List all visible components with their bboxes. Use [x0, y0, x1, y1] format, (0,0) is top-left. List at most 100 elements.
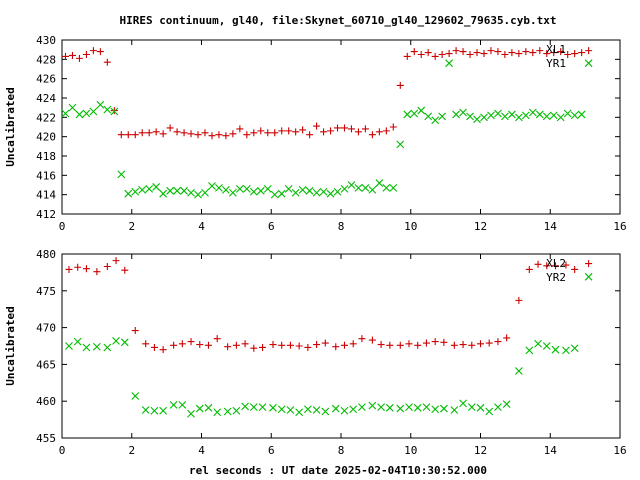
- data-point: [278, 127, 286, 135]
- data-point: [201, 188, 209, 197]
- data-point: [110, 107, 119, 116]
- data-point: [257, 127, 265, 135]
- data-point: [124, 189, 133, 198]
- data-point: [405, 340, 413, 348]
- data-point: [502, 400, 511, 409]
- data-point: [277, 405, 286, 414]
- data-point: [333, 187, 342, 196]
- data-point: [585, 47, 593, 55]
- data-point: [291, 188, 300, 197]
- data-point: [536, 47, 544, 55]
- data-point: [389, 184, 398, 192]
- data-point: [320, 128, 328, 136]
- data-point: [382, 184, 391, 192]
- data-point: [514, 367, 523, 375]
- y-tick-label: 428: [36, 53, 56, 66]
- data-point: [73, 337, 82, 346]
- x-tick-label: 6: [268, 220, 275, 233]
- data-point: [271, 129, 279, 137]
- data-point: [534, 339, 542, 348]
- data-point: [169, 400, 178, 409]
- data-point: [194, 190, 202, 199]
- data-point: [450, 341, 458, 349]
- data-point: [295, 408, 304, 417]
- data-point: [585, 260, 593, 268]
- data-point: [439, 404, 448, 413]
- data-point: [92, 342, 101, 351]
- data-point: [570, 344, 579, 353]
- data-point: [543, 262, 551, 270]
- data-point: [215, 184, 223, 192]
- data-point: [542, 112, 551, 121]
- x-tick-label: 14: [544, 444, 558, 457]
- data-point: [358, 403, 366, 411]
- data-point: [304, 343, 312, 351]
- data-point: [347, 181, 356, 189]
- data-point: [445, 59, 454, 68]
- data-point: [208, 182, 216, 190]
- data-point: [187, 409, 195, 418]
- data-point: [235, 184, 244, 193]
- data-point: [459, 108, 467, 117]
- data-point: [222, 185, 230, 194]
- data-point: [340, 341, 348, 349]
- data-point: [96, 48, 104, 56]
- data-point: [204, 341, 212, 349]
- legend-label: YR1: [546, 57, 566, 70]
- data-point: [396, 140, 405, 149]
- data-point: [269, 341, 277, 349]
- data-point: [249, 187, 258, 196]
- data-point: [578, 49, 586, 57]
- data-point: [361, 184, 370, 192]
- data-point: [187, 130, 195, 138]
- data-point: [487, 47, 495, 55]
- x-tick-label: 14: [544, 220, 558, 233]
- data-point: [75, 110, 84, 119]
- data-point: [522, 48, 530, 56]
- legend-label: XL2: [546, 257, 566, 270]
- data-point: [312, 406, 321, 414]
- data-point: [375, 128, 383, 136]
- y-tick-label: 465: [36, 358, 56, 371]
- data-point: [396, 341, 404, 349]
- data-point: [396, 81, 404, 89]
- data-point: [201, 129, 209, 137]
- data-point: [213, 408, 222, 417]
- data-point: [223, 407, 232, 416]
- data-point: [306, 131, 314, 139]
- data-point: [112, 336, 120, 345]
- data-point: [103, 263, 111, 271]
- data-point: [187, 188, 195, 197]
- data-point: [285, 127, 293, 135]
- data-point: [110, 107, 118, 115]
- data-point: [112, 257, 120, 265]
- data-point: [259, 343, 267, 351]
- data-point: [487, 111, 495, 120]
- data-point: [410, 109, 419, 118]
- data-point: [178, 400, 187, 409]
- data-point: [61, 52, 69, 60]
- data-point: [417, 51, 425, 58]
- data-point: [82, 109, 91, 118]
- data-point: [414, 341, 422, 349]
- data-point: [349, 405, 358, 414]
- data-point: [331, 404, 340, 413]
- data-point: [440, 338, 448, 346]
- data-point: [507, 110, 516, 119]
- data-point: [347, 125, 355, 133]
- data-point: [466, 112, 474, 121]
- data-point: [349, 340, 357, 348]
- data-point: [178, 340, 186, 348]
- data-point: [243, 131, 251, 139]
- x-tick-label: 12: [474, 444, 487, 457]
- data-point: [131, 131, 139, 139]
- y-tick-label: 424: [36, 92, 56, 105]
- data-point: [584, 272, 593, 281]
- data-point: [571, 50, 579, 58]
- data-point: [354, 128, 362, 136]
- data-point: [103, 343, 112, 352]
- x-tick-label: 6: [268, 444, 275, 457]
- data-point: [242, 184, 251, 193]
- data-point: [521, 111, 530, 120]
